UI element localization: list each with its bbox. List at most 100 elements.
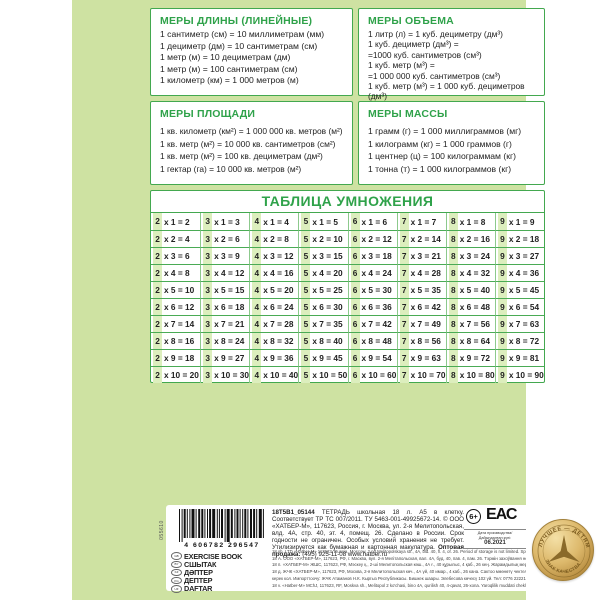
mass-measures-title: МЕРЫ МАССЫ: [368, 108, 448, 120]
volume-measures-box: МЕРЫ ОБЪЕМА 1 литр (л) = 1 куб. дециметр…: [358, 8, 545, 101]
multiplication-factor: 8: [448, 213, 458, 230]
multiplication-factor: 9: [497, 299, 507, 315]
fine-print-line: 18 sh. LTD «Hatber-M» 117623, Russia, Mo…: [272, 549, 526, 554]
multiplication-expression: x 6 = 42: [410, 302, 441, 312]
measure-line: 1 гектар (га) = 10 000 кв. метров (м²): [160, 163, 302, 174]
multiplication-factor: 6: [350, 282, 360, 298]
multiplication-expression: x 6 = 54: [508, 302, 540, 312]
multiplication-factor: 4: [252, 231, 262, 247]
multiplication-factor: 5: [301, 282, 311, 298]
multiplication-expression: x 4 = 28: [410, 268, 441, 278]
multiplication-factor: 3: [203, 367, 213, 383]
multiplication-expression: x 6 = 18: [214, 302, 245, 312]
multiplication-factor: 4: [252, 213, 262, 230]
length-measures-box: МЕРЫ ДЛИНЫ (ЛИНЕЙНЫЕ) 1 сантиметр (см) =…: [150, 8, 353, 96]
multiplication-factor: 7: [399, 231, 409, 247]
product-description-text: ТЕТРАДЬ школьная 18 л. А5 в клетку. Соот…: [272, 509, 464, 551]
multiplication-factor: 2: [153, 213, 162, 230]
eac-conformity-icon: ЕАС: [486, 506, 517, 523]
multiplication-expression: x 8 = 72: [508, 336, 540, 346]
measure-line: 1 метр (м) = 10 дециметрам (дм): [160, 52, 291, 63]
multiplication-expression: x 7 = 35: [312, 319, 343, 329]
multiplication-expression: x 3 = 18: [361, 251, 392, 261]
multiplication-expression: x 10 = 60: [361, 370, 397, 380]
barcode-icon: [179, 509, 264, 542]
multiplication-factor: 7: [399, 213, 409, 230]
volume-measures-lines: 1 литр (л) = 1 куб. дециметру (дм³) 1 куб…: [368, 29, 540, 102]
multiplication-factor: 5: [301, 299, 311, 315]
wholesale-label: Оптовая продажа:: [272, 544, 464, 558]
measure-line: 1 куб. метр (м³) = 1 000 куб. дециметров…: [368, 81, 525, 102]
multiplication-expression: x 1 = 3: [214, 216, 240, 227]
area-measures-box: МЕРЫ ПЛОЩАДИ 1 кв. километр (км²) = 1 00…: [150, 101, 353, 185]
multiplication-expression: x 8 = 16: [164, 336, 195, 346]
multiplication-expression: x 4 = 8: [164, 268, 190, 278]
multiplication-factor: 8: [448, 367, 458, 383]
multiplication-factor: 4: [252, 282, 262, 298]
measure-line: 1 дециметр (дм) = 10 сантиметрам (см): [160, 40, 318, 51]
measure-line: 1 куб. метр (м³) =: [368, 60, 435, 71]
multiplication-expression: x 5 = 40: [459, 285, 490, 295]
green-cover-background: МЕРЫ ДЛИНЫ (ЛИНЕЙНЫЕ) 1 сантиметр (см) =…: [72, 0, 594, 600]
multiplication-expression: x 8 = 32: [263, 336, 294, 346]
language-flag-icon: GB: [171, 552, 182, 560]
multiplication-factor: 3: [203, 282, 213, 298]
measure-line: 1 грамм (г) = 1 000 миллиграммов (мг): [368, 126, 522, 136]
multiplication-expression: x 3 = 12: [263, 251, 294, 261]
multiplication-factor: 6: [350, 333, 360, 349]
production-date-box: Дата производства/ Дайындалған күні: 06.…: [464, 529, 526, 550]
multiplication-factor: 2: [153, 367, 162, 383]
multiplication-factor: 4: [252, 265, 262, 281]
multiplication-expression: x 3 = 9: [214, 251, 240, 261]
volume-measures-title: МЕРЫ ОБЪЕМА: [368, 15, 454, 27]
multiplication-expression: x 2 = 8: [263, 234, 289, 244]
language-title-row: KZ ДӘПТЕР: [171, 568, 271, 577]
measure-line: 1 сантиметр (см) = 10 миллиметрам (мм): [160, 29, 325, 39]
multiplication-factor: 9: [497, 333, 507, 349]
multiplication-factor: 5: [301, 265, 311, 281]
multiplication-expression: x 7 = 21: [214, 319, 245, 329]
multiplication-expression: x 2 = 4: [164, 234, 190, 244]
multiplication-expression: x 9 = 27: [214, 353, 245, 363]
multiplication-expression: x 5 = 30: [361, 285, 392, 295]
measure-line: =1 000 000 куб. сантиметров (см³): [368, 70, 501, 81]
multiplication-factor: 9: [497, 265, 507, 281]
quality-medal-icon: ЛУЧШЕЕ — ДЕТЯМ ЗНАК КАЧЕСТВА: [532, 519, 594, 581]
multiplication-expression: x 9 = 45: [312, 353, 343, 363]
multiplication-factor: 4: [252, 333, 262, 349]
language-flag-icon: BY: [171, 560, 182, 569]
length-measures-lines: 1 сантиметр (см) = 10 миллиметрам (мм) 1 …: [160, 29, 348, 87]
measure-line: 1 километр (км) = 1 000 метров (м): [160, 75, 299, 86]
multiplication-expression: x 10 = 30: [214, 370, 249, 380]
multiplication-expression: x 3 = 6: [164, 251, 190, 261]
